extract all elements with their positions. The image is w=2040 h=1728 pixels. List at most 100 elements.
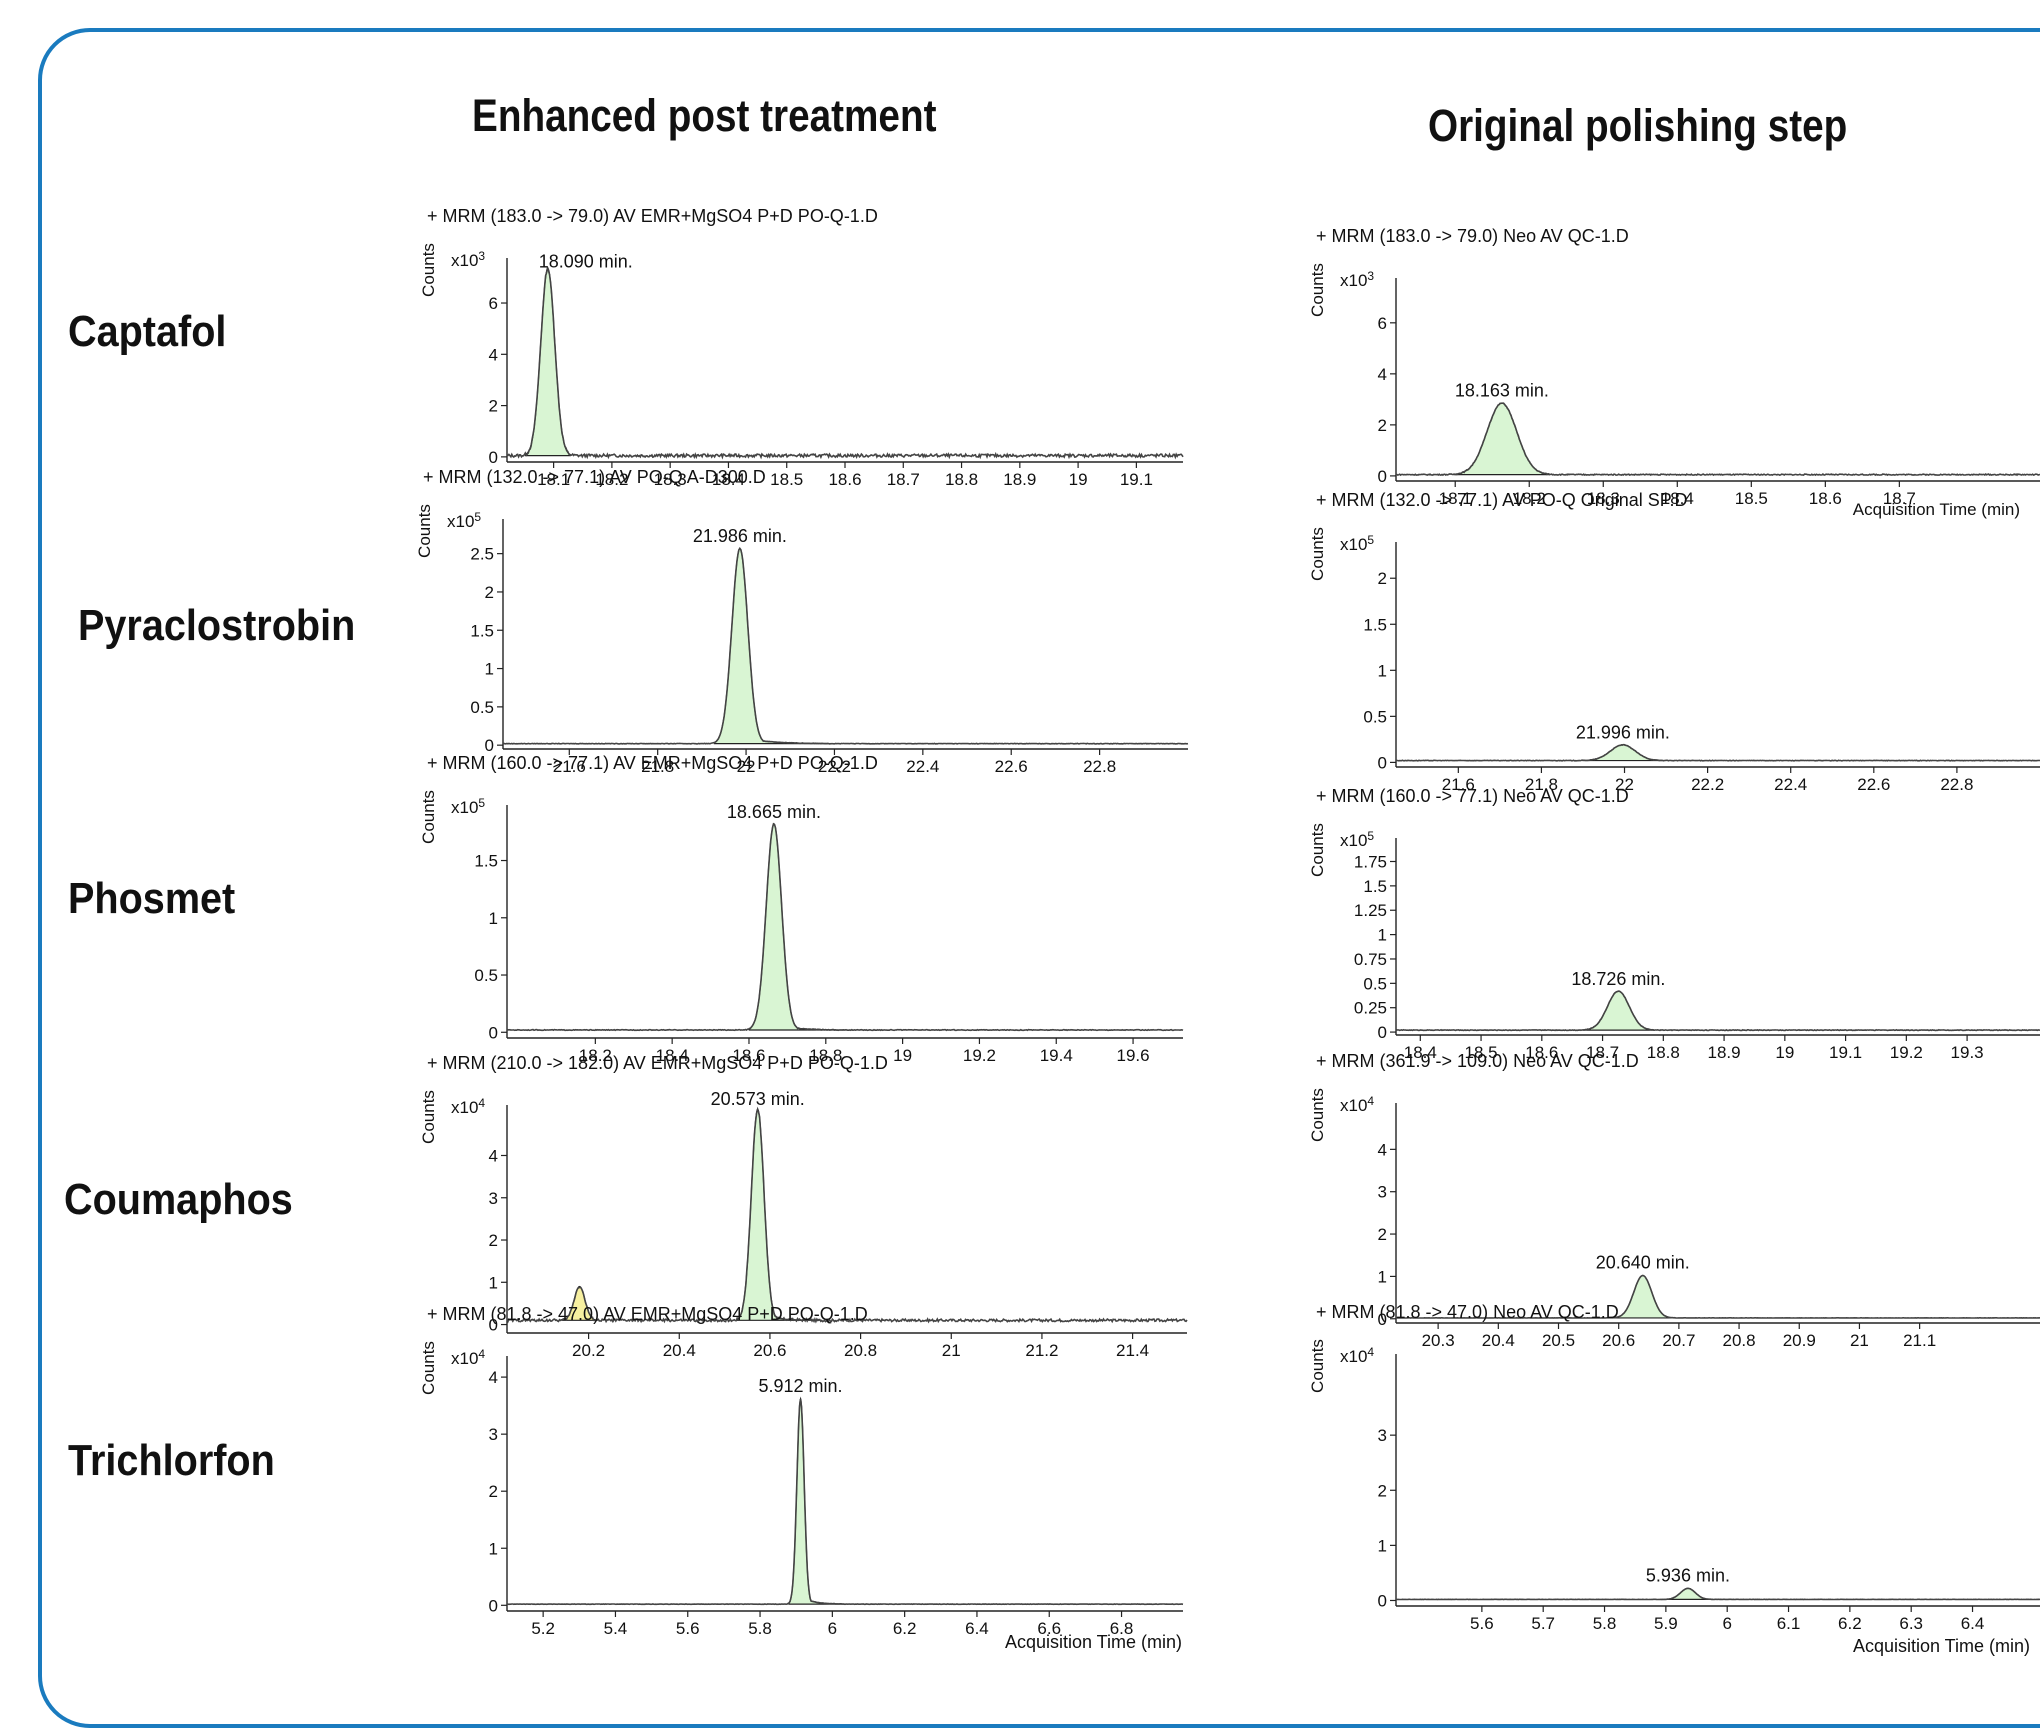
y-tick-label: 6 bbox=[1378, 314, 1387, 333]
x-tick-label: 18.5 bbox=[770, 470, 803, 489]
y-multiplier: x104 bbox=[1340, 1345, 1374, 1366]
y-tick-label: 1.5 bbox=[1363, 615, 1387, 634]
peak-label: 21.996 min. bbox=[1576, 723, 1670, 743]
column-title-enhanced: Enhanced post treatment bbox=[472, 90, 937, 141]
x-tick-label: 19 bbox=[1069, 470, 1088, 489]
panel-title: + MRM (361.9 -> 109.0) Neo AV QC-1.D bbox=[1316, 1051, 1639, 1071]
chromatogram-panel-1: + MRM (183.0 -> 79.0) AV EMR+MgSO4 P+D P… bbox=[419, 206, 1184, 489]
x-tick-label: 18.6 bbox=[828, 470, 861, 489]
y-multiplier: x103 bbox=[1340, 269, 1374, 290]
chromatogram-panel-6: + MRM (160.0 -> 77.1) Neo AV QC-1.D Count… bbox=[1308, 786, 2040, 1062]
y-tick-label: 2 bbox=[489, 1482, 498, 1501]
x-tick-label: 19.3 bbox=[1951, 1043, 1984, 1062]
x-tick-label: 18.4 bbox=[656, 1046, 689, 1065]
y-tick-label: 0 bbox=[1378, 1591, 1387, 1610]
y-tick-label: 0.5 bbox=[1363, 707, 1387, 726]
chromatogram-trace bbox=[1395, 990, 2040, 1032]
x-tick-label: 20.4 bbox=[1482, 1331, 1515, 1350]
y-axis-label: Counts bbox=[1308, 263, 1327, 317]
x-tick-label: 5.8 bbox=[748, 1619, 772, 1638]
x-tick-label: 22.2 bbox=[818, 757, 851, 776]
y-multiplier: x104 bbox=[1340, 1094, 1374, 1115]
x-tick-label: 18.6 bbox=[1525, 1043, 1558, 1062]
y-tick-label: 3 bbox=[489, 1425, 498, 1444]
chromatogram-trace bbox=[506, 267, 1184, 460]
y-tick-label: 0 bbox=[1378, 467, 1387, 486]
chromatogram-panel-9: + MRM (81.8 -> 47.0) AV EMR+MgSO4 P+D PO… bbox=[419, 1304, 1184, 1638]
peak-label: 21.986 min. bbox=[693, 526, 787, 546]
x-tick-label: 21.6 bbox=[553, 757, 586, 776]
peak-area bbox=[1613, 1275, 1673, 1319]
y-multiplier: x105 bbox=[1340, 533, 1374, 554]
x-tick-label: 6.3 bbox=[1899, 1614, 1923, 1633]
x-tick-label: 19.1 bbox=[1120, 470, 1153, 489]
x-tick-label: 20.9 bbox=[1783, 1331, 1816, 1350]
compound-label-pyraclostrobin: Pyraclostrobin bbox=[78, 601, 356, 650]
y-multiplier: x104 bbox=[451, 1347, 485, 1368]
x-tick-label: 18.3 bbox=[654, 470, 687, 489]
x-tick-label: 6.6 bbox=[1037, 1619, 1061, 1638]
y-tick-label: 1 bbox=[1378, 661, 1387, 680]
x-tick-label: 22.8 bbox=[1940, 775, 1973, 794]
x-tick-label: 20.3 bbox=[1422, 1331, 1455, 1350]
x-tick-label: 18.8 bbox=[809, 1046, 842, 1065]
x-tick-label: 5.6 bbox=[676, 1619, 700, 1638]
y-tick-label: 3 bbox=[1378, 1183, 1387, 1202]
x-tick-label: 20.8 bbox=[844, 1341, 877, 1360]
peak-area bbox=[1581, 744, 1664, 762]
x-axis-label: Acquisition Time (min) bbox=[1005, 1632, 1182, 1652]
y-tick-label: 1.75 bbox=[1354, 852, 1387, 871]
chromatogram-trace bbox=[1396, 1587, 2040, 1601]
y-tick-label: 0 bbox=[489, 1316, 498, 1335]
x-tick-label: 20.6 bbox=[753, 1341, 786, 1360]
x-tick-label: 5.4 bbox=[604, 1619, 628, 1638]
y-multiplier: x104 bbox=[451, 1096, 485, 1117]
x-tick-label: 18.9 bbox=[1003, 470, 1036, 489]
x-tick-label: 5.7 bbox=[1531, 1614, 1555, 1633]
chromatogram-panel-5: + MRM (160.0 -> 77.1) AV EMR+MgSO4 P+D P… bbox=[419, 753, 1184, 1065]
y-multiplier: x105 bbox=[451, 796, 485, 817]
x-tick-label: 18.4 bbox=[712, 470, 745, 489]
x-tick-label: 5.6 bbox=[1470, 1614, 1494, 1633]
x-tick-label: 19 bbox=[1775, 1043, 1794, 1062]
y-tick-label: 0.5 bbox=[470, 698, 494, 717]
x-tick-label: 18.9 bbox=[1708, 1043, 1741, 1062]
x-tick-label: 6 bbox=[1722, 1614, 1731, 1633]
y-tick-label: 0 bbox=[489, 448, 498, 467]
y-tick-label: 1 bbox=[485, 660, 494, 679]
y-tick-label: 1.5 bbox=[1363, 877, 1387, 896]
peak-label: 18.163 min. bbox=[1455, 380, 1549, 400]
x-tick-label: 6 bbox=[828, 1619, 837, 1638]
y-tick-label: 4 bbox=[489, 1368, 498, 1387]
peak-area bbox=[748, 822, 846, 1031]
x-tick-label: 21.4 bbox=[1116, 1341, 1149, 1360]
y-axis-label: Counts bbox=[1308, 823, 1327, 877]
y-multiplier: x105 bbox=[447, 510, 481, 531]
x-tick-label: 6.2 bbox=[893, 1619, 917, 1638]
x-tick-label: 6.4 bbox=[1961, 1614, 1985, 1633]
chromatogram-panel-7: + MRM (210.0 -> 182.0) AV EMR+MgSO4 P+D … bbox=[419, 1053, 1188, 1360]
y-tick-label: 0.25 bbox=[1354, 999, 1387, 1018]
chromatogram-trace bbox=[506, 1106, 1188, 1324]
y-multiplier: x103 bbox=[451, 249, 485, 270]
y-axis-label: Counts bbox=[419, 1341, 438, 1395]
y-tick-label: 1 bbox=[489, 1539, 498, 1558]
x-tick-label: 18.2 bbox=[579, 1046, 612, 1065]
y-multiplier: x105 bbox=[1340, 829, 1374, 850]
x-tick-label: 18.1 bbox=[1439, 489, 1472, 508]
y-tick-label: 0 bbox=[1378, 1023, 1387, 1042]
chromatogram-panel-3: + MRM (132.0 -> 77.1) AV PO-Q A-D300.D Co… bbox=[415, 467, 1189, 776]
x-tick-label: 19.2 bbox=[963, 1046, 996, 1065]
peak-label: 18.090 min. bbox=[539, 252, 633, 272]
x-tick-label: 22.4 bbox=[906, 757, 939, 776]
y-tick-label: 6 bbox=[489, 294, 498, 313]
x-tick-label: 22.6 bbox=[1857, 775, 1890, 794]
chromatogram-panel-4: + MRM (132.0 -> 77.1) AV PO-Q Original S… bbox=[1308, 490, 2040, 794]
y-axis-label: Counts bbox=[1308, 1088, 1327, 1142]
x-tick-label: 18.4 bbox=[1404, 1043, 1437, 1062]
chromatogram-panels: + MRM (183.0 -> 79.0) AV EMR+MgSO4 P+D P… bbox=[415, 206, 2040, 1656]
y-tick-label: 2.5 bbox=[470, 545, 494, 564]
chromatogram-trace bbox=[506, 1398, 1184, 1606]
x-tick-label: 18.3 bbox=[1587, 489, 1620, 508]
x-tick-label: 20.5 bbox=[1542, 1331, 1575, 1350]
